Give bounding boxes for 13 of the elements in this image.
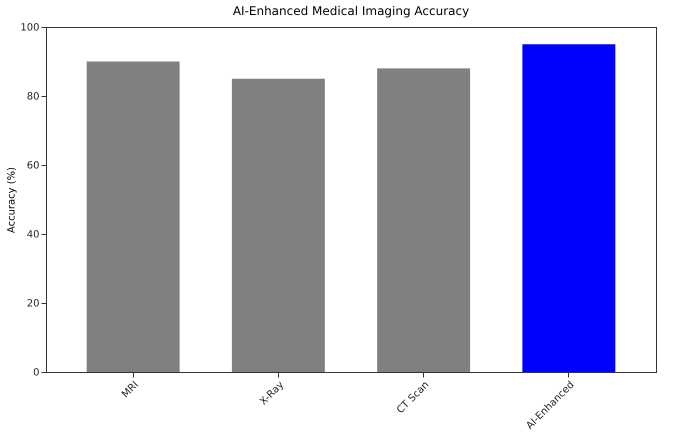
bar — [377, 68, 470, 372]
y-tick-label: 40 — [26, 230, 40, 240]
y-axis-title: Accuracy (%) — [6, 166, 18, 234]
chart-title: AI-Enhanced Medical Imaging Accuracy — [232, 4, 470, 18]
y-tick-label: 20 — [26, 298, 40, 310]
y-tick-label: 60 — [26, 160, 40, 172]
bar — [232, 78, 325, 372]
bar — [522, 44, 616, 372]
y-tick-label: 100 — [20, 22, 40, 34]
x-tick-label: MRI — [120, 380, 141, 400]
y-tick-label: 0 — [33, 368, 40, 378]
y-tick-label: 80 — [26, 92, 40, 102]
bar — [86, 62, 180, 372]
